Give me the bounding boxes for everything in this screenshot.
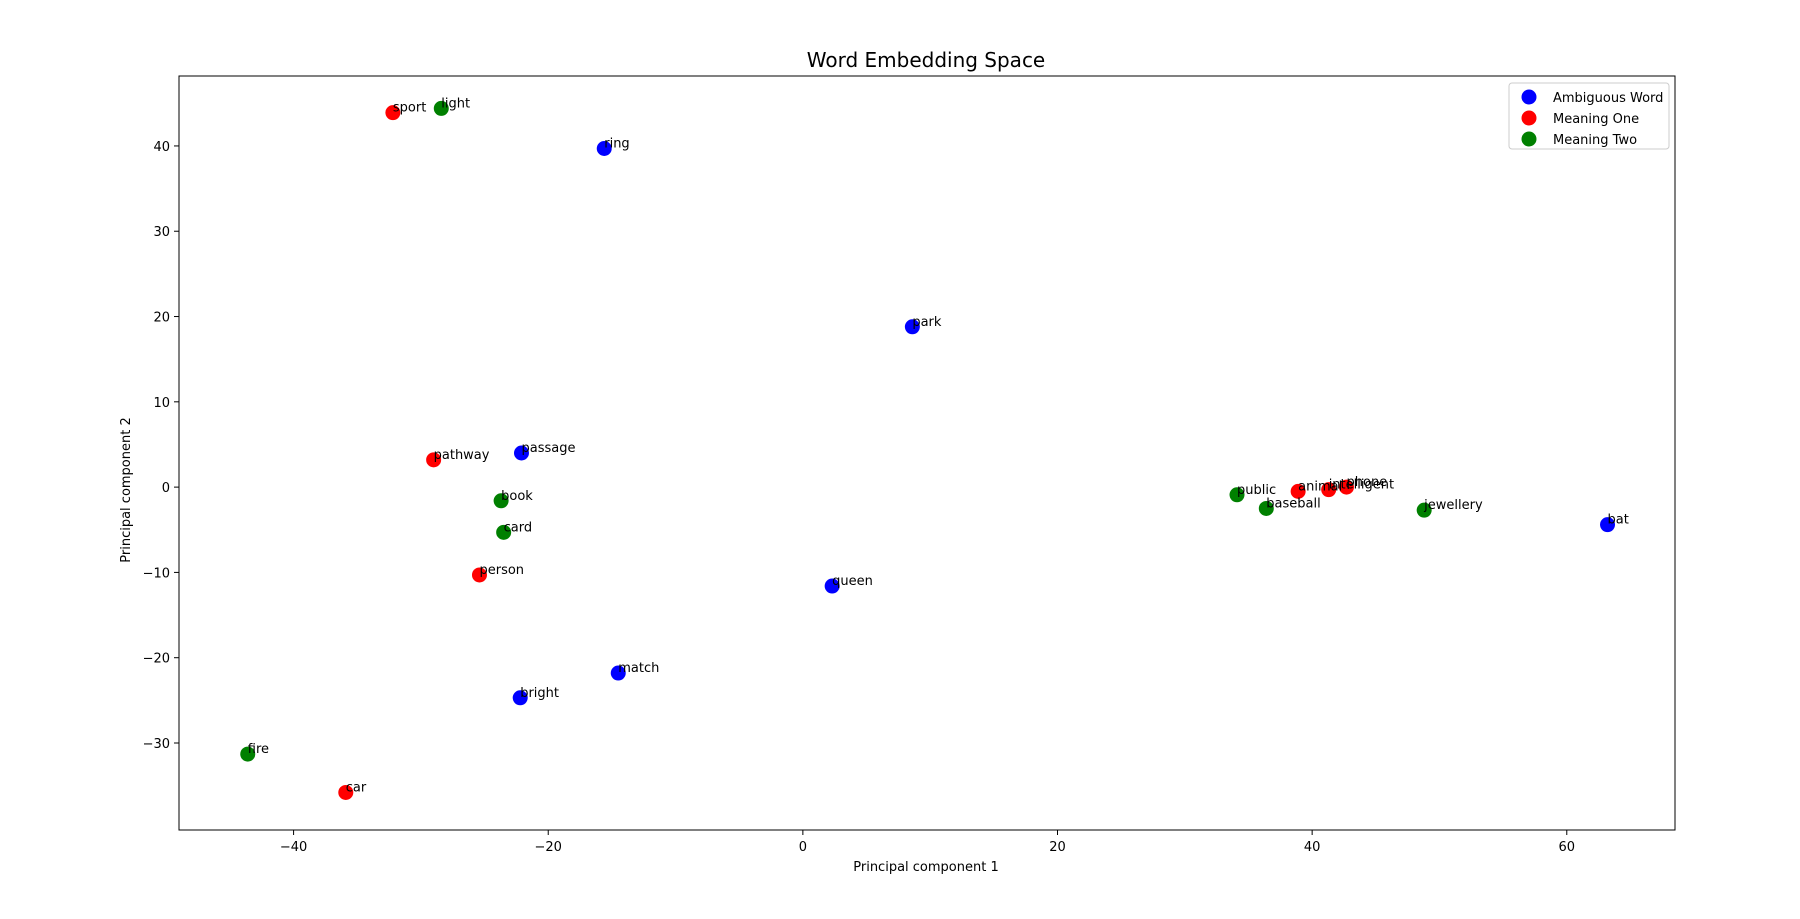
data-point-person bbox=[471, 567, 487, 583]
x-tick-label: 60 bbox=[1559, 840, 1576, 855]
data-point-queen bbox=[824, 578, 840, 594]
point-label-fire: fire bbox=[248, 742, 269, 757]
data-point-sport bbox=[385, 105, 401, 121]
point-label-phone: phone bbox=[1347, 475, 1388, 490]
point-label-sport: sport bbox=[393, 101, 426, 116]
data-points bbox=[240, 100, 1616, 800]
data-point-animal bbox=[1290, 483, 1306, 499]
data-point-card bbox=[496, 524, 512, 540]
data-point-phone bbox=[1339, 479, 1355, 495]
point-label-ring: ring bbox=[604, 137, 629, 152]
point-label-bat: bat bbox=[1608, 513, 1629, 528]
x-tick-label: −20 bbox=[535, 840, 562, 855]
y-tick-label: −10 bbox=[143, 566, 170, 581]
point-labels: ring park passage queen match bright bat sport p… bbox=[248, 96, 1629, 795]
data-point-light bbox=[433, 100, 449, 116]
data-point-ring bbox=[596, 141, 612, 156]
y-tick-label: 0 bbox=[162, 481, 170, 496]
point-label-queen: queen bbox=[832, 574, 873, 589]
plot-area bbox=[178, 75, 1676, 831]
data-point-passage bbox=[513, 445, 529, 461]
point-label-light: light bbox=[441, 96, 470, 111]
point-label-intelligent: intelligent bbox=[1329, 478, 1394, 493]
legend-marker bbox=[1521, 89, 1537, 105]
data-point-intelligent bbox=[1321, 482, 1337, 498]
legend-marker bbox=[1521, 110, 1537, 126]
y-tick-label: 40 bbox=[153, 140, 170, 155]
x-tick-label: 20 bbox=[1049, 840, 1066, 855]
y-tick-label: 30 bbox=[153, 225, 170, 240]
point-label-car: car bbox=[346, 780, 367, 795]
point-label-jewellery: jewellery bbox=[1423, 498, 1483, 513]
x-tick-label: −40 bbox=[280, 840, 307, 855]
x-axis-label: Principal component 1 bbox=[853, 860, 998, 875]
data-point-public bbox=[1229, 487, 1245, 503]
data-point-baseball bbox=[1258, 500, 1274, 516]
point-label-pathway: pathway bbox=[434, 448, 490, 463]
data-point-car bbox=[338, 784, 354, 800]
point-label-match: match bbox=[618, 661, 659, 676]
data-point-match bbox=[610, 665, 626, 681]
point-label-book: book bbox=[501, 489, 533, 504]
data-point-bat bbox=[1600, 517, 1616, 533]
point-label-baseball: baseball bbox=[1266, 496, 1320, 511]
point-label-card: card bbox=[504, 520, 532, 535]
legend-entry: Ambiguous Word bbox=[1553, 91, 1663, 106]
legend-entry: Meaning One bbox=[1553, 112, 1639, 127]
data-point-bright bbox=[512, 690, 528, 706]
point-label-passage: passage bbox=[521, 441, 575, 456]
data-point-jewellery bbox=[1416, 502, 1432, 518]
y-tick-label: 20 bbox=[153, 311, 170, 326]
legend-marker bbox=[1521, 131, 1537, 147]
data-point-pathway bbox=[426, 452, 442, 468]
chart-title: Word Embedding Space bbox=[807, 48, 1046, 72]
legend-entry: Meaning Two bbox=[1553, 133, 1637, 148]
point-label-bright: bright bbox=[520, 686, 559, 701]
point-label-animal: animal bbox=[1298, 479, 1342, 494]
y-axis-label: Principal component 2 bbox=[119, 417, 134, 562]
plot-frame bbox=[178, 75, 1676, 831]
x-tick-label: 0 bbox=[799, 840, 807, 855]
legend-frame bbox=[1508, 82, 1670, 150]
data-point-park bbox=[904, 319, 920, 335]
data-point-book bbox=[493, 493, 509, 509]
point-label-park: park bbox=[912, 315, 942, 330]
x-tick-label: 40 bbox=[1304, 840, 1321, 855]
point-label-public: public bbox=[1237, 483, 1276, 498]
point-label-person: person bbox=[479, 563, 524, 578]
axis-ticks: −40 −20 0 20 40 60 −30 −20 −10 0 10 20 30 40 bbox=[143, 140, 1575, 855]
y-tick-label: −30 bbox=[143, 737, 170, 752]
y-tick-label: 10 bbox=[153, 396, 170, 411]
legend: Ambiguous Word Meaning One Meaning Two bbox=[1508, 82, 1670, 150]
data-point-fire bbox=[240, 746, 256, 762]
y-tick-label: −20 bbox=[143, 652, 170, 667]
